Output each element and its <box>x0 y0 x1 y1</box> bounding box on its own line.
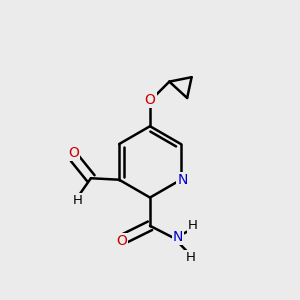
Text: N: N <box>178 173 188 187</box>
Text: O: O <box>68 146 79 160</box>
Text: O: O <box>145 93 155 107</box>
Text: N: N <box>173 230 183 244</box>
Text: H: H <box>73 194 83 207</box>
Text: O: O <box>116 234 127 248</box>
Text: H: H <box>185 251 195 264</box>
Text: H: H <box>188 219 198 232</box>
